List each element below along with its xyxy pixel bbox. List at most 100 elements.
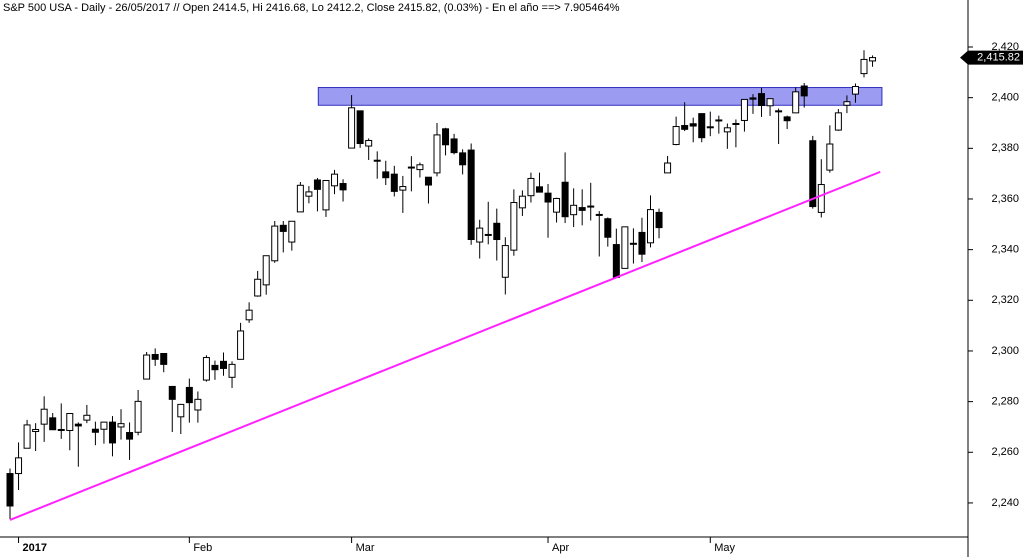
last-price-label: 2,415.82 — [977, 51, 1020, 63]
candle-body — [373, 159, 381, 162]
y-tick-label: 2,380 — [991, 142, 1019, 154]
candle-body — [732, 122, 740, 125]
candle-body — [809, 140, 817, 208]
candle-body — [621, 226, 629, 269]
candle-body — [151, 354, 159, 360]
y-tick-label: 2,300 — [991, 345, 1019, 357]
candle-body — [698, 113, 706, 139]
candle-body — [202, 357, 210, 381]
candle-body — [843, 101, 851, 106]
candle-body — [143, 354, 151, 380]
candle-body — [6, 473, 14, 507]
candle-body — [510, 202, 518, 251]
y-tick-label: 2,280 — [991, 396, 1019, 408]
last-price-tag — [960, 50, 1023, 65]
candle-body — [83, 414, 91, 421]
x-tick-label: Mar — [356, 542, 375, 554]
candle-body — [296, 184, 304, 213]
candle-body — [501, 245, 509, 278]
candle-body — [262, 255, 270, 286]
plot-area — [6, 50, 883, 521]
candle-body — [758, 93, 766, 107]
candle-body — [424, 176, 432, 186]
candle-body — [459, 152, 467, 166]
candle-body — [168, 385, 176, 400]
candle-body — [382, 171, 390, 179]
candle-body — [604, 218, 612, 238]
candle-body — [40, 408, 48, 425]
x-tick-label: Apr — [552, 542, 569, 554]
candle-body — [860, 58, 868, 75]
candle-body — [15, 457, 23, 475]
candle-body — [322, 179, 330, 211]
candle-body — [672, 126, 680, 146]
candle-body — [766, 98, 774, 107]
candle-body — [331, 173, 339, 187]
candle-body — [740, 98, 748, 121]
candle-body — [66, 413, 74, 431]
candle-body — [689, 123, 697, 127]
candle-body — [655, 211, 663, 229]
y-tick-label: 2,340 — [991, 244, 1019, 256]
candle-body — [527, 177, 535, 197]
y-tick-label: 2,400 — [991, 92, 1019, 104]
y-tick-label: 2,320 — [991, 294, 1019, 306]
candle-body — [339, 183, 347, 191]
candle-body — [570, 204, 578, 216]
candle-body — [442, 128, 450, 146]
y-tick-label: 2,360 — [991, 193, 1019, 205]
candle-body — [664, 162, 672, 174]
candle-body — [177, 403, 185, 418]
candle-body — [612, 244, 620, 279]
candle-body — [851, 86, 859, 95]
candle-body — [57, 428, 65, 431]
candle-body — [245, 309, 253, 321]
candle-body — [433, 134, 441, 174]
candle-body — [484, 233, 492, 236]
candle-body — [313, 179, 321, 190]
candle-body — [800, 85, 808, 97]
candle-body — [407, 166, 415, 169]
candle-body — [706, 126, 714, 129]
candle-body — [681, 125, 689, 130]
candle-body — [723, 127, 731, 133]
candle-body — [254, 278, 262, 297]
trendline — [9, 170, 881, 521]
candle-body — [476, 227, 484, 243]
candle-body — [783, 116, 791, 122]
candle-body — [49, 417, 57, 431]
candle-body — [348, 107, 356, 149]
candle-body — [288, 220, 296, 243]
candle-body — [578, 207, 586, 211]
candle-body — [595, 213, 603, 216]
candle-body — [237, 330, 245, 360]
candle-body — [826, 143, 834, 171]
candle-body — [817, 184, 825, 213]
y-tick-label: 2,260 — [991, 446, 1019, 458]
candle-body — [467, 149, 475, 241]
candle-body — [629, 242, 637, 245]
candle-body — [279, 224, 287, 232]
candle-body — [638, 231, 646, 255]
candle-body — [134, 400, 142, 433]
candle-body — [518, 195, 526, 209]
x-tick-label: May — [714, 542, 735, 554]
y-tick-label: 2,240 — [991, 497, 1019, 509]
candle-body — [32, 428, 40, 433]
candle-body — [715, 119, 723, 122]
candle-body — [775, 110, 783, 113]
candle-body — [493, 222, 501, 241]
candle-body — [271, 225, 279, 262]
candle-body — [390, 173, 398, 192]
candle-body — [416, 164, 424, 171]
candle-body — [365, 139, 373, 147]
candle-body — [74, 423, 82, 427]
candle-body — [194, 398, 202, 411]
candle-body — [108, 421, 116, 444]
candle-body — [647, 209, 654, 244]
candle-body — [228, 363, 236, 378]
candle-body — [399, 186, 407, 191]
candle-body — [792, 91, 800, 114]
